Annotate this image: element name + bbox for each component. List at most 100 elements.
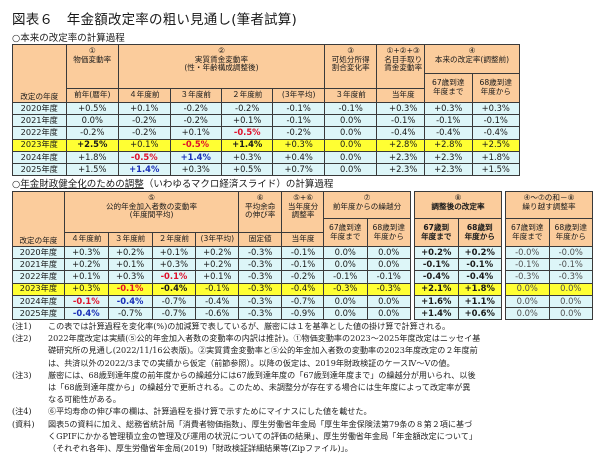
note-line: 厳密には、68歳到達年度の前年度からの繰越分には67歳到達年度の「67歳到達年度… [48,369,476,380]
table-row: 2021年度 0.0% -0.2% -0.2% +0.1% -0.1% 0.0% -0.1% [12,114,430,128]
col1-label: 物価変動率 [73,54,112,64]
note-4: (注4) ⑥平均寿命の伸び率の欄は、計算過程を掛け算で示すためにマイナスにした値を… [12,405,597,417]
note-2: (注2) 2022年度改定は実績(⑤公的年金加入者数の変動率の内訳は推計)。①物価… [12,332,597,369]
value-cell: -0.1% [505,258,550,272]
value-cell: -0.1% [366,270,411,284]
original-rate-before-adjustment-table: ④ 本来の改定率(調整前) 67歳到達 年度まで 68歳到達 年度から +0.3% +0… [424,44,520,177]
table-row: 2022年度 -0.2% -0.2% +0.1% -0.5% -0.2% 0.0% -0.4% [12,126,430,140]
table-row: 2024年度 +1.8% -0.5% +1.4% +0.3% +0.4% 0.0% +2.3% [12,150,430,164]
table-row: 0.0% 0.0% [505,294,593,308]
note-1: (注1) この表では計算過程を変化率(%)の加減算で表しているが、厳密には１を基準… [12,320,597,332]
value-cell: +0.2% [195,258,240,272]
note-line: 2022年度改定は実績(⑤公的年金加入者数の変動率の内訳は推計)。①物価変動率の… [48,333,481,344]
col56-number: ⑤+⑥ [293,193,314,202]
value-cell: -0.3% [238,282,283,296]
note-line: ⑥平均寿命の伸び率の欄は、計算過程を掛け算で示すためにマイナスにした値を載せた。 [48,406,372,417]
col3-number: ③ [347,46,355,55]
value-cell: 0.0% [366,245,411,260]
section-heading-original-rate: ○本来の改定率の計算過程 [12,33,125,44]
value-cell: +0.5% [65,101,120,116]
col56-label: 当年度分 [287,201,319,211]
col9-label-sub: 繰り越す調整率 [522,201,576,211]
value-cell: +2.5% [471,138,520,152]
value-cell: +0.1% [151,245,197,260]
value-cell: 0.0% [505,294,550,308]
value-cell: +0.3% [424,101,473,116]
col7-sub1-line2: 年度まで [330,231,361,241]
value-cell: +0.2% [63,258,109,272]
figure-title: 図表６ 年金額改定率の粗い見通し(筆者試算) [12,12,297,28]
value-cell: 0.0% [323,138,378,152]
col2-sub-avg: (3年平均) [272,88,325,103]
table-row-highlighted: +2.8% +2.5% [424,138,520,152]
col7-number: ⑦ [363,193,371,202]
value-cell: -0.7% [281,294,325,308]
col4-sub1-line2: 年度まで [433,87,464,96]
value-cell: +1.1% [457,294,502,308]
value-cell: 0.0% [366,294,411,308]
col9-sub1-line1: 67歳到達 [511,222,544,232]
value-cell: -0.7% [107,306,153,321]
value-cell: +2.3% [424,150,473,164]
value-cell: 0.0% [366,258,411,272]
value-cell: -0.2% [169,101,222,116]
value-cell: +1.8% [471,150,520,164]
note-line: （それぞれ各年)、厚生労働省年金局(2019)「財政検証詳細結果等(Zipファイ… [48,443,353,454]
value-cell: +0.3% [220,150,274,164]
col9-sub2-line2: 年度から [555,231,586,241]
table-row: 0.0% 0.0% [323,245,411,260]
col56-label-sub: 調整率 [291,210,315,220]
table-row: -0.1% -0.1% [414,258,502,272]
col7-sub1-line1: 67歳到達 [329,222,362,232]
table-row: +2.3% +1.5% [424,162,520,177]
value-cell: -0.2% [272,126,325,140]
value-cell: 0.0% [505,306,550,321]
value-cell: +0.1% [118,138,171,152]
year-cell: 2020年度 [12,101,67,116]
note-label: (注4) [12,406,32,417]
note-line: 礎研究所の見通し(2022/11/16公表版)。②実質賃金変動率と⑤公的年金加入… [48,345,478,356]
heading-underlined: 年金財政健全化のための調整 [20,179,144,190]
value-cell: +0.5% [220,162,274,177]
value-cell: -0.1% [471,114,520,128]
col7-sub2-line2: 年度から [373,231,404,241]
value-cell: -0.3% [238,306,283,321]
value-cell: -0.2% [65,126,120,140]
table-row: -0.1% -0.1% [505,258,593,272]
value-cell: +0.4% [272,150,325,164]
note-line: は「68歳到達年度から」の繰越分で更新される。このため、未調整分が存在する場合に… [48,382,471,393]
col2-sub-2y: ２年度前 [220,88,274,103]
col1-subheader: 前年(暦年) [65,88,120,103]
value-cell: +0.3% [376,101,430,116]
value-cell: -0.7% [151,306,197,321]
value-cell: 0.0% [323,258,368,272]
value-cell-emphasis: -0.4% [151,282,197,296]
col3-label-sub: 割合変化率 [331,63,370,73]
col8-sub2-line1: 68歳到 [466,222,493,232]
value-cell: 0.0% [505,282,550,296]
col123-number: ①+②+③ [386,46,420,55]
year-cell: 2020年度 [12,245,65,260]
value-cell: -0.3% [548,270,593,284]
value-cell: 0.0% [323,245,368,260]
section-heading-macro-slide: ○年金財政健全化のための調整（いわゆるマクロ経済スライド）の計算過程 [12,176,333,190]
value-cell: -0.2% [118,114,171,128]
col5-sub-2y: ２年度前 [151,232,197,247]
value-cell: +0.2% [414,245,459,260]
value-cell: -0.3% [238,258,283,272]
col8-number: ⑧ [454,193,462,202]
value-cell: +0.2% [195,245,240,260]
value-cell: -0.1% [376,114,430,128]
table-row: 2024年度 -0.1% -0.4% -0.7% -0.4% -0.3% -0.7% [12,294,325,308]
value-cell: +0.2% [457,245,502,260]
col1-number: ① [88,46,96,55]
value-cell: +2.3% [424,162,473,177]
value-cell: +2.3% [376,150,430,164]
note-label: (注3) [12,369,32,380]
value-cell: -0.1% [457,258,502,272]
value-cell: -0.6% [195,306,240,321]
value-cell: -0.1% [281,245,325,260]
value-cell: +2.3% [376,162,430,177]
table-row: -0.1% -0.1% [323,270,411,284]
value-cell: 0.0% [323,114,378,128]
